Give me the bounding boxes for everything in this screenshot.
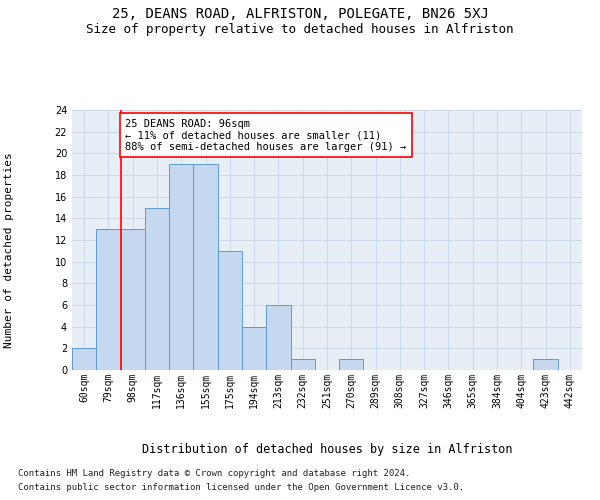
- Bar: [145, 208, 169, 370]
- Bar: [169, 164, 193, 370]
- Text: Distribution of detached houses by size in Alfriston: Distribution of detached houses by size …: [142, 442, 512, 456]
- Bar: [96, 229, 121, 370]
- Bar: [218, 251, 242, 370]
- Text: Number of detached properties: Number of detached properties: [4, 152, 14, 348]
- Text: 25 DEANS ROAD: 96sqm
← 11% of detached houses are smaller (11)
88% of semi-detac: 25 DEANS ROAD: 96sqm ← 11% of detached h…: [125, 118, 407, 152]
- Text: Contains public sector information licensed under the Open Government Licence v3: Contains public sector information licen…: [18, 482, 464, 492]
- Bar: [72, 348, 96, 370]
- Text: Contains HM Land Registry data © Crown copyright and database right 2024.: Contains HM Land Registry data © Crown c…: [18, 469, 410, 478]
- Bar: [290, 359, 315, 370]
- Bar: [339, 359, 364, 370]
- Bar: [242, 326, 266, 370]
- Text: Size of property relative to detached houses in Alfriston: Size of property relative to detached ho…: [86, 22, 514, 36]
- Bar: [266, 305, 290, 370]
- Text: 25, DEANS ROAD, ALFRISTON, POLEGATE, BN26 5XJ: 25, DEANS ROAD, ALFRISTON, POLEGATE, BN2…: [112, 8, 488, 22]
- Bar: [193, 164, 218, 370]
- Bar: [121, 229, 145, 370]
- Bar: [533, 359, 558, 370]
